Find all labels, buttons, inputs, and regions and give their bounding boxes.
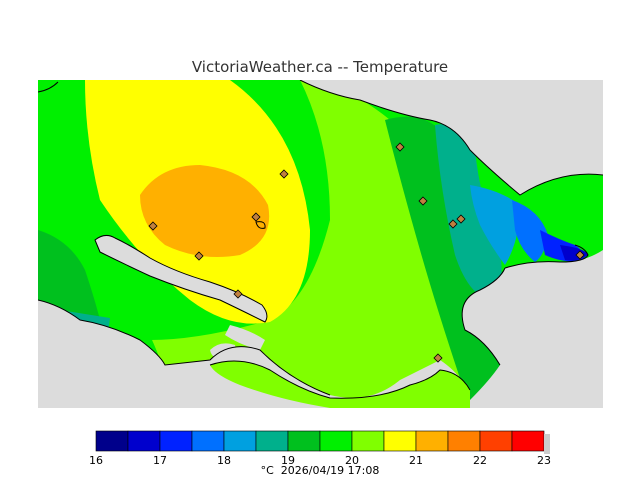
sea-east bbox=[462, 250, 603, 408]
station-marker bbox=[233, 289, 243, 299]
legend-swatch bbox=[191, 430, 225, 452]
legend-tick-label: 23 bbox=[537, 454, 551, 467]
station-marker bbox=[456, 214, 466, 224]
station-marker bbox=[194, 251, 204, 261]
legend-swatch bbox=[447, 430, 481, 452]
sea-south bbox=[38, 300, 470, 408]
contour-22 bbox=[140, 165, 270, 258]
inlet bbox=[95, 235, 267, 322]
station-markers bbox=[148, 142, 585, 363]
legend-tick-label: 17 bbox=[153, 454, 167, 467]
station-marker bbox=[575, 250, 585, 260]
legend-swatch bbox=[255, 430, 289, 452]
sea-north bbox=[300, 80, 603, 195]
contour-18 bbox=[435, 124, 502, 301]
map-title: VictoriaWeather.ca -- Temperature bbox=[191, 58, 449, 76]
legend-tick-label: 22 bbox=[473, 454, 487, 467]
station-marker bbox=[448, 219, 458, 229]
contour-17 bbox=[470, 185, 520, 265]
legend-tick-label: 20 bbox=[345, 454, 359, 467]
legend-swatch bbox=[319, 430, 353, 452]
station-marker bbox=[433, 353, 443, 363]
legend-swatch bbox=[479, 430, 513, 452]
legend-swatch bbox=[415, 430, 449, 452]
legend-tick-label: 18 bbox=[217, 454, 231, 467]
legend-swatch bbox=[159, 430, 193, 452]
station-marker bbox=[148, 221, 158, 231]
station-marker bbox=[279, 169, 289, 179]
datetime-label: 2026/04/19 17:08 bbox=[280, 464, 380, 477]
legend-swatch bbox=[127, 430, 161, 452]
legend-caption: °C 2026/04/19 17:08 bbox=[0, 464, 640, 477]
unit-label: °C bbox=[260, 464, 274, 477]
legend-tick-label: 19 bbox=[281, 454, 295, 467]
station-marker bbox=[418, 196, 428, 206]
legend-tick-label: 16 bbox=[89, 454, 103, 467]
legend-swatch bbox=[351, 430, 385, 452]
legend-swatch bbox=[95, 430, 129, 452]
legend-swatch bbox=[511, 430, 545, 452]
legend-swatch bbox=[223, 430, 257, 452]
legend-tick-label: 21 bbox=[409, 454, 423, 467]
legend-swatch bbox=[287, 430, 321, 452]
station-marker bbox=[251, 212, 261, 222]
station-marker bbox=[395, 142, 405, 152]
legend-swatch bbox=[383, 430, 417, 452]
